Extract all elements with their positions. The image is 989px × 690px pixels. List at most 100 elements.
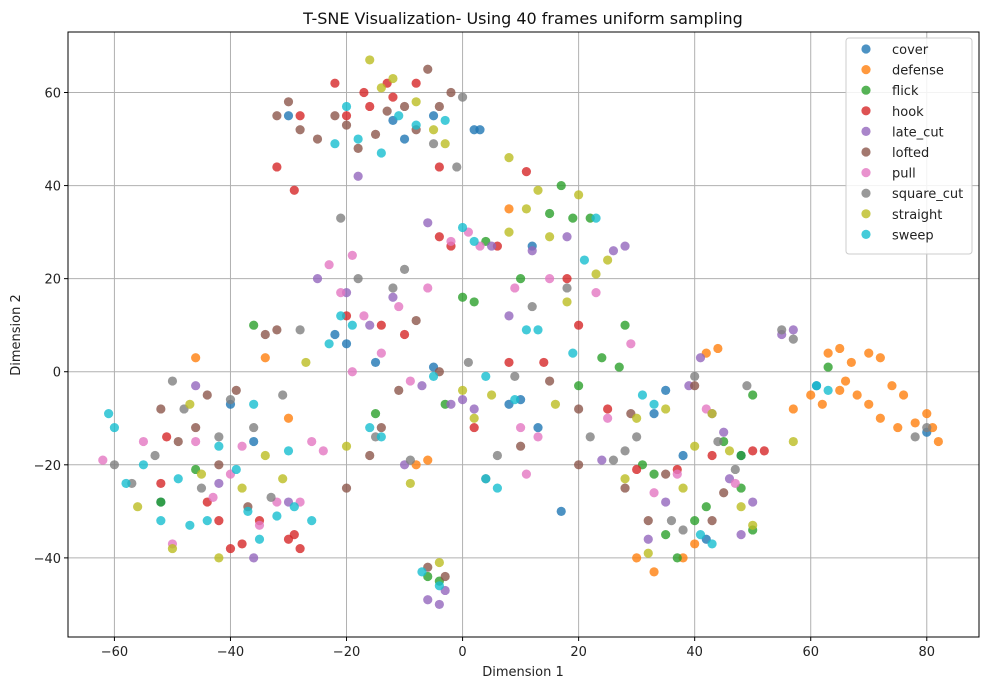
data-point — [597, 353, 607, 363]
data-points — [98, 55, 943, 610]
data-point — [249, 436, 259, 447]
data-point — [173, 474, 183, 484]
data-point — [225, 543, 236, 554]
series-lofted — [156, 64, 729, 582]
data-point — [312, 134, 323, 144]
data-point — [272, 325, 282, 335]
data-point — [341, 120, 352, 130]
data-point — [545, 232, 555, 242]
data-point — [394, 385, 404, 395]
data-point — [388, 283, 398, 293]
data-point — [481, 371, 491, 381]
data-point — [730, 464, 740, 475]
data-point — [370, 409, 381, 419]
data-point — [225, 395, 236, 405]
data-point — [666, 516, 677, 526]
data-point — [353, 171, 363, 181]
data-point — [336, 213, 346, 223]
data-point — [434, 101, 444, 112]
data-point — [515, 274, 526, 284]
data-point — [469, 297, 479, 307]
data-point — [504, 227, 514, 237]
data-point — [214, 432, 224, 442]
data-point — [411, 120, 421, 130]
data-point — [254, 520, 265, 530]
data-point — [893, 422, 903, 433]
data-point — [690, 381, 700, 391]
x-axis-ticks: −60 −40 −20 0 20 40 60 80 — [101, 637, 935, 660]
data-point — [521, 204, 532, 214]
data-point — [388, 292, 398, 302]
data-point — [104, 409, 114, 419]
legend-marker — [861, 147, 871, 157]
data-point — [278, 474, 288, 484]
data-point — [399, 134, 410, 144]
data-point — [417, 567, 427, 577]
data-point — [138, 436, 149, 447]
x-axis-label: Dimension 1 — [482, 665, 564, 680]
data-point — [399, 329, 410, 340]
legend-label: defense — [892, 64, 944, 79]
data-point — [695, 353, 706, 363]
data-point — [365, 101, 375, 112]
data-point — [376, 432, 386, 442]
data-point — [550, 399, 561, 409]
data-point — [556, 506, 566, 516]
data-point — [643, 516, 653, 526]
data-point — [632, 553, 642, 563]
legend-label: pull — [892, 167, 916, 182]
data-point — [185, 520, 195, 530]
data-point — [138, 460, 149, 470]
data-point — [376, 83, 386, 93]
y-tick-label: 0 — [53, 366, 61, 381]
data-point — [365, 422, 375, 433]
data-point — [661, 469, 671, 479]
data-point — [376, 348, 386, 358]
data-point — [922, 409, 932, 419]
data-point — [713, 343, 723, 354]
data-point — [237, 483, 247, 493]
data-point — [434, 162, 444, 172]
data-point — [382, 106, 392, 116]
data-point — [475, 125, 485, 135]
data-point — [898, 390, 909, 400]
data-point — [133, 502, 143, 512]
data-point — [707, 409, 717, 419]
legend-marker — [861, 126, 871, 136]
data-point — [283, 413, 294, 423]
data-point — [353, 274, 363, 284]
data-point — [237, 441, 247, 451]
legend-marker — [861, 106, 871, 116]
data-point — [191, 436, 201, 447]
data-point — [533, 325, 543, 335]
data-point — [730, 478, 740, 489]
legend-label: sweep — [892, 228, 934, 243]
data-point — [167, 543, 178, 554]
y-tick-label: −40 — [34, 552, 61, 567]
data-point — [887, 381, 897, 391]
data-point — [341, 483, 352, 493]
data-point — [202, 390, 212, 400]
data-point — [156, 497, 166, 507]
data-point — [481, 474, 491, 484]
data-point — [707, 516, 717, 526]
data-point — [330, 111, 340, 121]
data-point — [875, 413, 885, 423]
series-pull — [98, 227, 740, 549]
data-point — [608, 246, 619, 256]
data-point — [510, 371, 520, 381]
data-point — [243, 506, 253, 516]
data-point — [214, 516, 224, 526]
data-point — [545, 208, 555, 219]
data-point — [469, 236, 479, 247]
data-point — [336, 311, 346, 321]
data-point — [736, 502, 746, 512]
data-point — [806, 390, 816, 400]
data-point — [835, 385, 845, 395]
data-point — [649, 409, 659, 419]
data-point — [231, 385, 241, 395]
data-point — [191, 381, 201, 391]
data-point — [394, 111, 404, 121]
series-sweep — [104, 101, 833, 591]
data-point — [527, 301, 537, 312]
